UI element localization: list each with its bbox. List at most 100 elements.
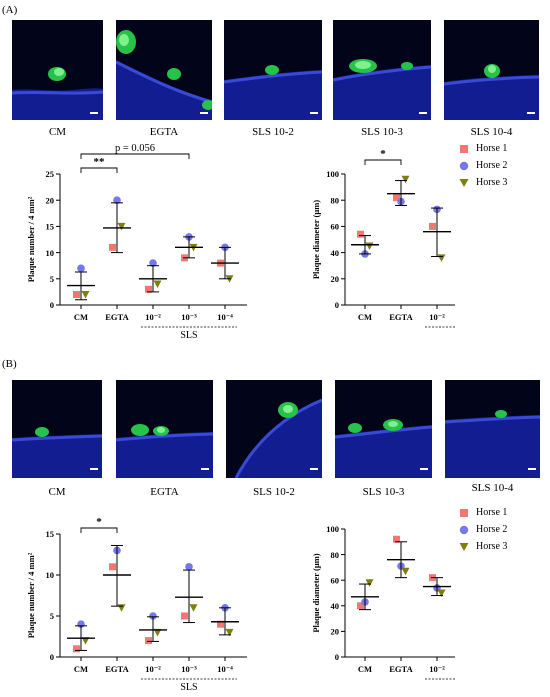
plaque-number-chart-b: 0 5 10 15 Plaque number / 4 mm² CM EGTA 10⁻² 10⁻…: [26, 516, 247, 693]
y-tick-label: 0: [335, 652, 339, 662]
data-point-square: [145, 637, 152, 645]
data-point-square: [357, 230, 364, 238]
y-tick-label: 10: [46, 248, 55, 258]
x-tick-label: 10⁻³: [181, 312, 197, 322]
y-tick-label: 20: [331, 627, 340, 637]
micrograph-b-cm: [12, 380, 102, 478]
legend-label: Horse 2: [476, 160, 508, 171]
legend-label: Horse 1: [476, 507, 508, 518]
legend-item: Horse 1: [458, 504, 507, 521]
data-point-triangle: [437, 254, 446, 262]
micrograph-b-sls-3: [335, 380, 432, 478]
panel-a-label: (A): [2, 4, 18, 16]
micrograph-caption: EGTA: [150, 486, 179, 498]
x-tick-label: 10⁻⁴: [217, 664, 233, 674]
y-tick-label: 0: [335, 300, 339, 310]
y-tick-label: 20: [46, 195, 55, 205]
circle-marker-icon: [458, 524, 470, 536]
micrograph-caption: SLS 10-4: [470, 126, 513, 138]
data-point-circle: [77, 264, 85, 273]
data-point-square: [181, 612, 188, 620]
legend-label: Horse 1: [476, 143, 508, 154]
x-tick-label: 10⁻³: [181, 664, 197, 674]
y-tick-label: 80: [331, 550, 340, 560]
x-tick-label: 10⁻²: [145, 664, 161, 674]
square-marker-icon: [458, 143, 470, 155]
y-tick-label: 15: [46, 222, 55, 232]
x-tick-label: EGTA: [389, 664, 413, 674]
x-tick-label: CM: [358, 312, 372, 322]
data-point-square: [217, 620, 224, 628]
data-point-square: [109, 563, 116, 571]
data-point-circle: [113, 196, 121, 204]
micrograph-b-egta: [116, 380, 213, 478]
circle-marker-icon: [458, 160, 470, 172]
y-tick-label: 0: [50, 300, 54, 310]
data-point-square: [393, 535, 400, 543]
legend-a: Horse 1 Horse 2 Horse 3: [458, 140, 507, 191]
y-tick-label: 100: [326, 524, 339, 534]
x-tick-label: 10⁻²: [429, 664, 445, 674]
data-point-triangle: [189, 604, 198, 612]
data-point-square: [109, 243, 116, 251]
triangle-marker-icon: [458, 541, 470, 553]
legend-label: Horse 2: [476, 524, 508, 535]
legend-item: Horse 2: [458, 521, 507, 538]
data-point-circle: [149, 612, 157, 620]
panel-b-label: (B): [2, 358, 17, 370]
data-point-triangle: [117, 604, 126, 612]
legend-item: Horse 3: [458, 174, 507, 191]
legend-item: Horse 1: [458, 140, 507, 157]
y-axis-label: Plaque diameter (μm): [311, 200, 321, 279]
data-point-triangle: [153, 280, 162, 289]
significance-bracket: [80, 153, 190, 159]
x-tick-label: CM: [74, 664, 88, 674]
micrograph-caption: SLS 10-2: [252, 126, 294, 138]
significance-bracket: [80, 167, 118, 173]
data-point-triangle: [81, 291, 90, 299]
y-axis-label: Plaque number / 4 mm²: [26, 196, 36, 282]
micrograph-b-sls-4: [445, 380, 540, 478]
data-point-triangle: [401, 175, 410, 184]
legend-item: Horse 2: [458, 157, 507, 174]
y-axis-label: Plaque diameter (μm): [311, 553, 321, 632]
x-tick-label: 10⁻²: [429, 312, 445, 322]
y-tick-label: 5: [50, 611, 54, 621]
data-point-circle: [185, 563, 193, 571]
data-point-triangle: [365, 579, 374, 587]
data-point-square: [429, 222, 436, 230]
x-tick-label: CM: [74, 312, 88, 322]
square-marker-icon: [458, 507, 470, 519]
micrograph-a-sls-3: [333, 20, 431, 120]
group-label: SLS: [180, 682, 197, 693]
data-point-circle: [149, 259, 157, 267]
significance-bracket: [364, 159, 402, 165]
data-point-square: [357, 602, 364, 610]
legend-item: Horse 3: [458, 538, 507, 555]
significance-bracket: [80, 527, 118, 533]
micrograph-a-cm: [12, 20, 103, 120]
plaque-diameter-chart-b: 0 20 40 60 80 100 Plaque diameter (μm) CM EGTA 10…: [311, 524, 455, 680]
y-tick-label: 100: [326, 169, 339, 179]
x-tick-label: CM: [358, 664, 372, 674]
significance-label: **: [94, 156, 106, 168]
micrograph-a-sls-2: [224, 20, 322, 120]
y-axis-label: Plaque number / 4 mm²: [26, 552, 36, 638]
y-tick-label: 80: [331, 195, 340, 205]
y-tick-label: 5: [50, 274, 54, 284]
micrograph-a-egta: [116, 20, 212, 120]
micrograph-caption: SLS 10-2: [253, 486, 295, 498]
group-label: SLS: [180, 330, 197, 340]
micrograph-caption: SLS 10-3: [361, 126, 403, 138]
data-point-triangle: [117, 222, 126, 231]
micrograph-caption: CM: [48, 486, 66, 498]
y-tick-label: 15: [46, 529, 55, 539]
y-tick-label: 0: [50, 652, 54, 662]
significance-label: *: [96, 516, 102, 528]
data-point-square: [73, 645, 80, 653]
micrograph-caption: SLS 10-3: [362, 486, 405, 498]
data-point-square: [145, 285, 152, 293]
legend-label: Horse 3: [476, 541, 508, 552]
x-tick-label: 10⁻²: [145, 312, 161, 322]
micrograph-caption: CM: [48, 126, 67, 138]
